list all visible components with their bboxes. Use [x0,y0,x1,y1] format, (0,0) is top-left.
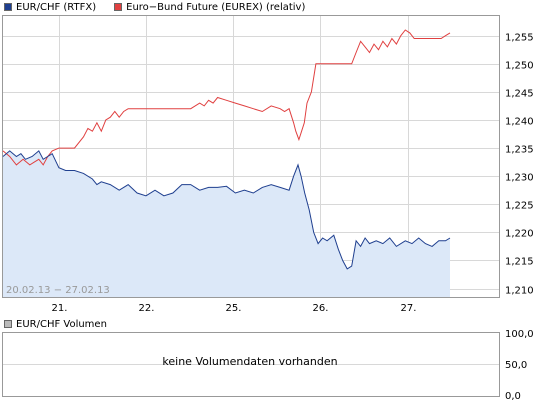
volume-tick-100: 100,0 [505,329,534,340]
legend-swatch-bund [114,3,123,11]
no-volume-data-message: keine Volumendaten vorhanden [162,355,338,368]
bund-series-line [2,29,451,166]
y-tick-label: 1,220 [505,229,534,240]
y-tick-label: 1,245 [505,89,534,100]
volume-tick-0: 0,0 [505,391,521,401]
price-legend: EUR/CHF (RTFX) Euro−Bund Future (EUREX) … [0,0,319,14]
y-tick-label: 1,250 [505,61,534,72]
legend-label-bund: Euro−Bund Future (EUREX) (relativ) [126,1,306,13]
volume-legend: EUR/CHF Volumen [0,317,121,331]
y-tick-label: 1,215 [505,257,534,268]
y-tick-label: 1,230 [505,173,534,184]
y-tick-label: 1,225 [505,201,534,212]
y-axis-ticks: 1,255 1,250 1,245 1,240 1,235 1,230 1,225 1,220… [505,33,534,297]
eurchf-series-line [2,150,451,270]
y-tick-label: 1,210 [505,286,534,297]
x-tick-label: 25. [226,303,242,314]
legend-item-bund[interactable]: Euro−Bund Future (EUREX) (relativ) [114,2,305,13]
x-tick-label: 27. [401,303,417,314]
legend-label-eurchf: EUR/CHF (RTFX) [16,1,97,13]
legend-item-volume[interactable]: EUR/CHF Volumen [4,319,107,330]
eurchf-area [3,150,450,297]
y-tick-label: 1,255 [505,33,534,44]
legend-label-volume: EUR/CHF Volumen [16,318,107,330]
legend-item-eurchf[interactable]: EUR/CHF (RTFX) [4,2,96,13]
x-tick-label: 22. [139,303,155,314]
y-tick-label: 1,235 [505,145,534,156]
x-tick-label: 26. [313,303,329,314]
legend-swatch-volume [4,320,12,328]
plot-frame [2,15,500,298]
y-tick-label: 1,240 [505,117,534,128]
volume-tick-50: 50,0 [505,360,527,371]
date-range-label: 20.02.13 − 27.02.13 [6,285,110,296]
volume-frame [2,332,500,397]
legend-swatch-eurchf [4,3,12,11]
x-tick-label: 21. [52,303,68,314]
x-axis-ticks: 21. 22. 25. 26. 27. [52,303,417,314]
